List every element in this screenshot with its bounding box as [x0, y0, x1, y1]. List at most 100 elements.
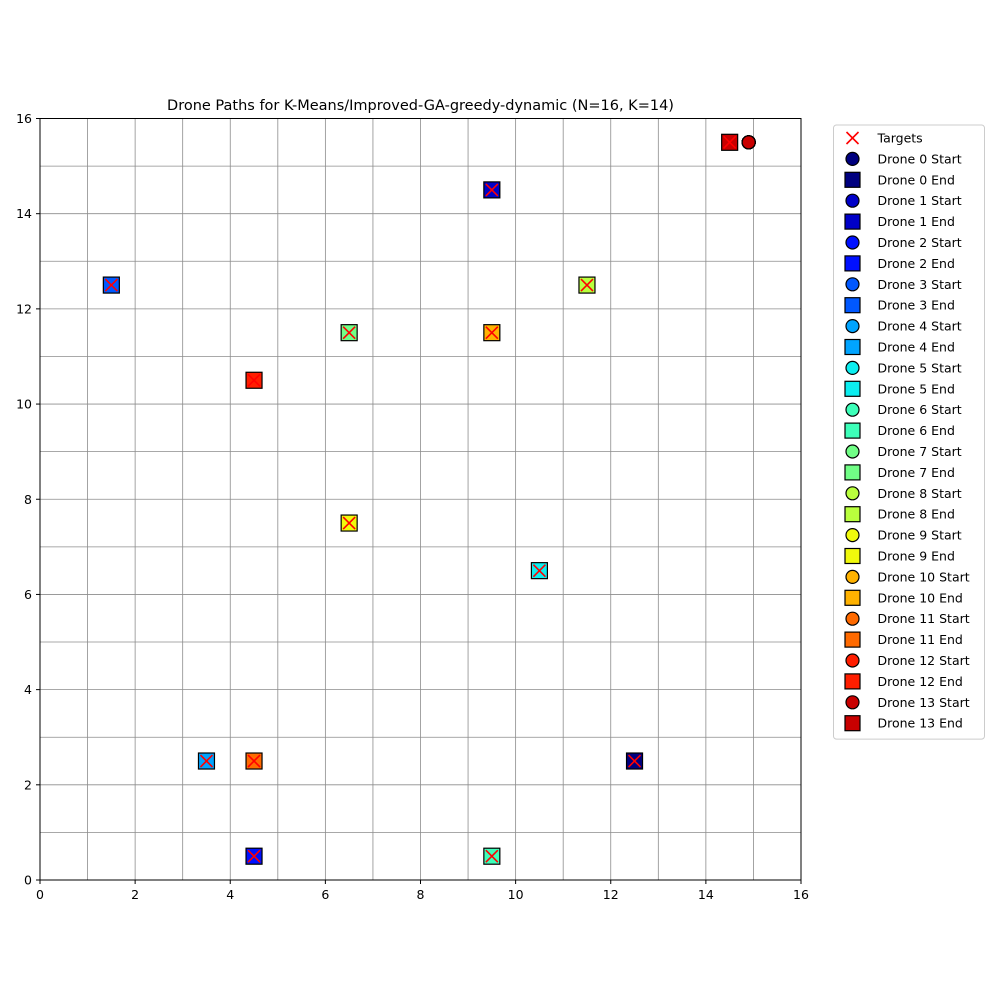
legend-end-icon: [844, 297, 861, 314]
legend-item: Drone 1 End: [844, 213, 955, 230]
legend-label: Drone 10 End: [878, 590, 963, 605]
target-marker-3: [580, 278, 594, 292]
target-marker-4: [342, 326, 356, 340]
legend-item: Drone 13 End: [844, 715, 963, 732]
legend-end-icon: [844, 380, 861, 397]
legend-end-icon: [844, 464, 861, 481]
legend-item: Drone 7 End: [844, 464, 955, 481]
legend-item: Drone 11 End: [844, 631, 963, 648]
x-tick-label: 10: [508, 887, 524, 902]
x-tick-label: 8: [417, 887, 425, 902]
legend-label: Drone 2 Start: [878, 235, 962, 250]
y-tick-label: 10: [16, 397, 32, 412]
y-tick-label: 14: [16, 206, 32, 221]
legend-item: Drone 6 Start: [845, 402, 962, 417]
legend-item: Drone 2 Start: [845, 235, 962, 250]
x-tick-label: 12: [603, 887, 619, 902]
legend-item: Drone 4 Start: [845, 319, 962, 334]
x-tick-label: 2: [131, 887, 139, 902]
x-tick-label: 16: [793, 887, 809, 902]
target-marker-13: [485, 849, 499, 863]
legend-label: Drone 0 Start: [878, 151, 962, 166]
grid-lines: [39, 118, 802, 881]
target-marker-7: [342, 516, 356, 530]
legend-end-icon: [844, 547, 861, 565]
legend-end-icon: [844, 338, 861, 356]
x-tick-label: 4: [226, 887, 234, 902]
legend-start-icon: [845, 360, 860, 375]
legend-end-icon: [844, 631, 861, 648]
legend-label: Drone 1 Start: [878, 193, 962, 208]
plot-markers: [102, 133, 756, 865]
y-tick-label: 16: [16, 111, 32, 126]
x-tick-label: 0: [36, 887, 44, 902]
legend-box: [833, 124, 985, 740]
legend-start-icon: [845, 444, 860, 459]
legend-item: Drone 3 End: [844, 297, 955, 314]
legend-item: Drone 2 End: [844, 255, 955, 272]
drone-13-start-marker: [741, 135, 756, 150]
legend-end-icon: [844, 506, 861, 523]
target-marker-8: [532, 564, 546, 578]
legend-label: Drone 11 End: [878, 632, 963, 647]
legend-item: Drone 8 Start: [845, 486, 962, 501]
y-tick-label: 2: [24, 777, 32, 792]
legend-start-icon: [845, 235, 860, 250]
legend-start-icon: [845, 486, 860, 501]
legend-item: Drone 9 End: [844, 547, 955, 565]
legend-item: Drone 4 End: [844, 338, 955, 356]
legend-end-icon: [844, 213, 861, 230]
legend-label: Drone 7 Start: [878, 444, 962, 459]
axis-ticks: 0 2 4 6 8 10 12 14 16 0 2 4 6 8 10 12 14 16: [16, 111, 809, 902]
legend-start-icon: [845, 151, 860, 166]
target-marker-2: [104, 278, 118, 292]
legend-label: Drone 0 End: [878, 172, 955, 187]
target-marker-6: [247, 373, 261, 387]
legend-label: Drone 6 Start: [878, 402, 962, 417]
legend-start-icon: [845, 569, 860, 585]
legend-label: Drone 8 End: [878, 507, 955, 522]
legend-item: Drone 3 Start: [845, 277, 962, 292]
legend-label: Drone 11 Start: [878, 611, 970, 626]
legend-start-icon: [845, 402, 860, 417]
legend-label: Drone 6 End: [878, 423, 955, 438]
legend-label: Drone 5 Start: [878, 360, 962, 375]
legend-label: Drone 1 End: [878, 214, 955, 229]
legend-item: Drone 10 End: [844, 589, 963, 606]
legend-label: Drone 13 Start: [878, 695, 970, 710]
y-tick-label: 6: [24, 587, 32, 602]
legend-item: Drone 0 Start: [845, 151, 962, 166]
legend-label: Targets: [877, 131, 923, 146]
legend-label: Drone 9 Start: [878, 528, 962, 543]
legend-item: Drone 5 End: [844, 380, 955, 397]
legend-label: Drone 13 End: [878, 716, 963, 731]
target-marker-10: [247, 754, 261, 768]
legend-end-icon: [844, 422, 861, 439]
legend-label: Drone 9 End: [878, 549, 955, 564]
legend-label: Drone 10 Start: [878, 569, 970, 584]
legend: Targets Drone 0 Start Drone 0 End Drone 1 S…: [833, 124, 985, 740]
legend-item: Targets: [845, 131, 923, 146]
legend-label: Drone 7 End: [878, 465, 955, 480]
legend-start-icon: [845, 527, 860, 543]
legend-item: Drone 5 Start: [845, 360, 962, 375]
legend-item: Drone 7 Start: [845, 444, 962, 459]
legend-start-icon: [845, 277, 860, 292]
legend-start-icon: [845, 611, 860, 626]
legend-start-icon: [845, 193, 860, 208]
target-marker-11: [627, 754, 642, 768]
legend-end-icon: [844, 171, 861, 188]
plot-area-frame: [39, 118, 802, 881]
legend-item: Drone 10 Start: [845, 569, 970, 585]
legend-start-icon: [845, 319, 860, 334]
legend-item: Drone 12 Start: [845, 653, 970, 668]
legend-label: Drone 3 Start: [878, 277, 962, 292]
legend-label: Drone 5 End: [878, 381, 955, 396]
target-marker-9: [199, 754, 214, 768]
target-marker-12: [247, 849, 261, 863]
y-tick-label: 4: [24, 682, 32, 697]
legend-item: Drone 6 End: [844, 422, 955, 439]
x-tick-label: 6: [321, 887, 329, 902]
x-tick-label: 14: [698, 887, 714, 902]
legend-label: Drone 12 End: [878, 674, 963, 689]
